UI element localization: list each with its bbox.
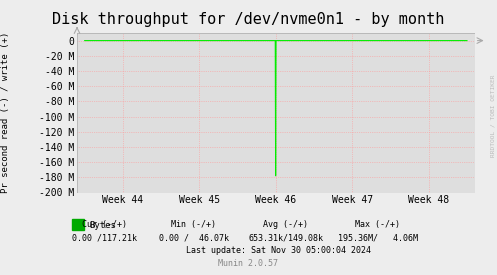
Text: Cur (-/+): Cur (-/+) — [82, 220, 127, 229]
Text: Pr second read (-) / write (+): Pr second read (-) / write (+) — [1, 32, 10, 193]
Text: Min (-/+): Min (-/+) — [171, 220, 216, 229]
Text: Bytes: Bytes — [89, 221, 116, 230]
Text: 0.00 /  46.07k: 0.00 / 46.07k — [159, 233, 229, 242]
Text: Avg (-/+): Avg (-/+) — [263, 220, 308, 229]
Text: Munin 2.0.57: Munin 2.0.57 — [219, 260, 278, 268]
Text: Disk throughput for /dev/nvme0n1 - by month: Disk throughput for /dev/nvme0n1 - by mo… — [52, 12, 445, 28]
Text: RRDTOOL / TOBI OETIKER: RRDTOOL / TOBI OETIKER — [491, 74, 496, 157]
Text: 195.36M/   4.06M: 195.36M/ 4.06M — [338, 233, 417, 242]
Text: Max (-/+): Max (-/+) — [355, 220, 400, 229]
Text: 653.31k/149.08k: 653.31k/149.08k — [248, 233, 323, 242]
Text: Last update: Sat Nov 30 05:00:04 2024: Last update: Sat Nov 30 05:00:04 2024 — [186, 246, 371, 255]
Text: 0.00 /117.21k: 0.00 /117.21k — [72, 233, 137, 242]
